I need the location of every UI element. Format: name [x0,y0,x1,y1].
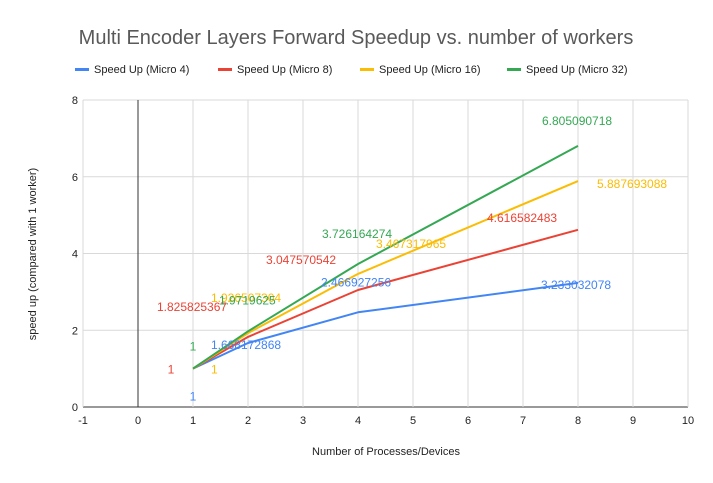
series-line [192,228,579,370]
data-label: 3.233032078 [541,278,611,292]
x-tick-label: 10 [682,415,694,427]
y-tick-label: 6 [72,172,78,184]
data-label: 5.887693088 [597,177,667,191]
data-label: 1 [168,363,175,377]
data-label: 1.668172868 [211,338,281,352]
x-tick-label: -1 [78,415,88,427]
legend-swatch [75,68,89,71]
y-tick-label: 0 [72,402,78,414]
legend-swatch [507,68,521,71]
x-axis-label: Number of Processes/Devices [312,446,460,458]
data-label: 1 [211,363,218,377]
x-tick-label: 4 [355,415,361,427]
data-label: 3.726164274 [322,227,392,241]
y-axis-label: speed up (compared with 1 worker) [27,168,39,340]
x-tick-label: 1 [190,415,196,427]
x-tick-label: 8 [575,415,581,427]
series-lines [192,145,579,370]
legend-entry: Speed Up (Micro 4) [94,64,189,76]
data-label: 1 [190,390,197,404]
x-tick-label: 0 [135,415,141,427]
x-tick-label: 2 [245,415,251,427]
data-label: 1.825825367 [157,300,227,314]
x-tick-label: 5 [410,415,416,427]
data-label: 6.805090718 [542,114,612,128]
legend: Speed Up (Micro 4) Speed Up (Micro 8) Spee… [75,64,628,76]
x-tick-label: 9 [630,415,636,427]
y-tick-label: 4 [72,249,78,261]
legend-swatch [218,68,232,71]
x-tick-label: 3 [300,415,306,427]
y-tick-label: 2 [72,325,78,337]
x-tick-label: 7 [520,415,526,427]
data-label: 1 [190,340,197,354]
data-label: 1.926507304 [211,291,281,305]
gridlines [82,99,689,408]
legend-entry: Speed Up (Micro 16) [379,64,481,76]
data-label: 3.047570542 [266,253,336,267]
data-label: 3.467317965 [376,237,446,251]
data-label: 1.9719625 [219,293,276,307]
data-labels: 1 1.668172868 2.466927256 3.233032078 1 1.825… [157,114,667,404]
chart-title: Multi Encoder Layers Forward Speedup vs.… [79,27,634,49]
series-line [192,145,579,370]
y-tick-label: 8 [72,95,78,107]
series-line [192,281,579,370]
legend-entry: Speed Up (Micro 8) [237,64,332,76]
data-label: 4.616582483 [487,211,557,225]
legend-entry: Speed Up (Micro 32) [526,64,628,76]
legend-swatch [360,68,374,71]
x-tick-label: 6 [465,415,471,427]
data-label: 2.466927256 [321,275,391,289]
